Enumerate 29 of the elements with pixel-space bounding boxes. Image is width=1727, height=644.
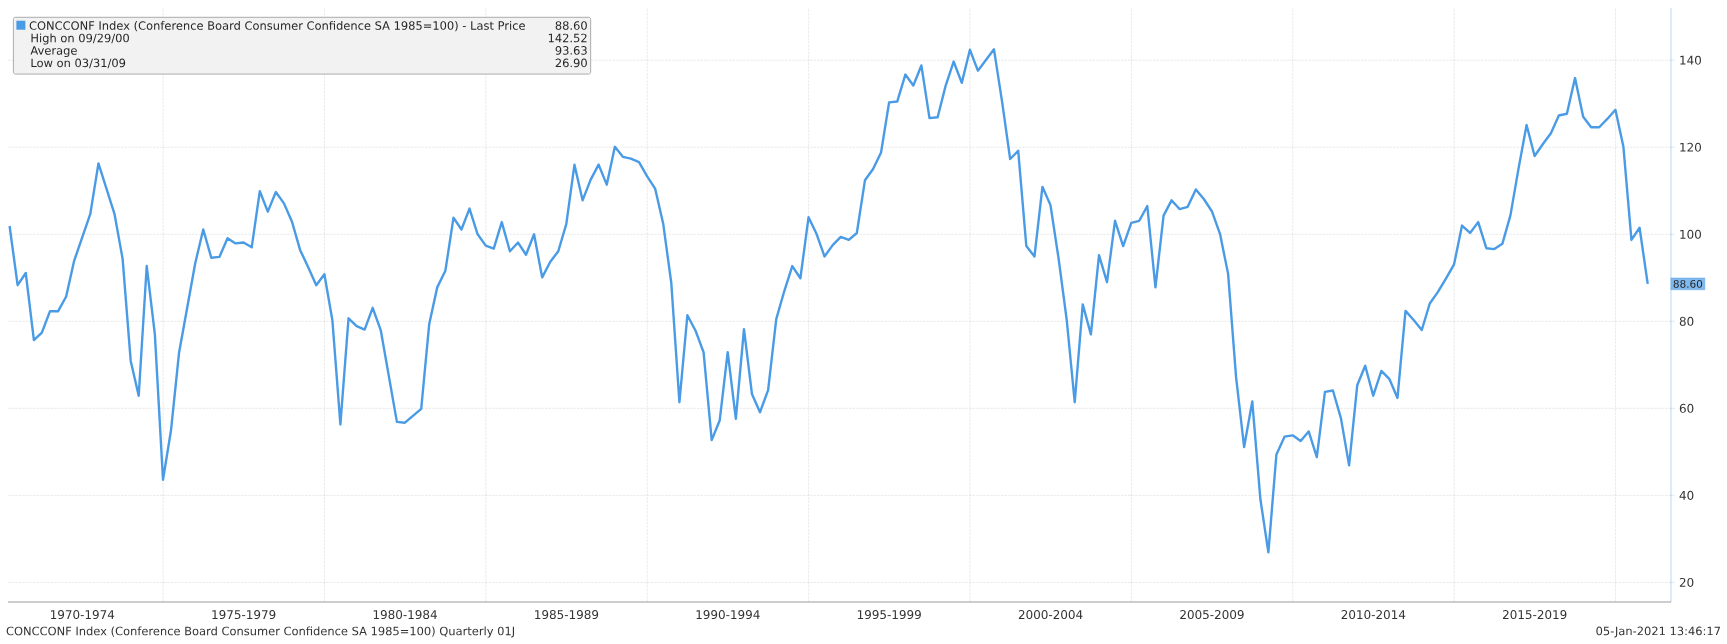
y-tick-label: 120 (1680, 142, 1701, 152)
x-tick-label: 2015-2019 (1503, 610, 1567, 620)
x-tick-label: 1985-1989 (535, 610, 599, 620)
annotation: 26.90 (555, 58, 587, 68)
x-tick-label: 1970-1974 (51, 610, 115, 620)
y-tick-label: 60 (1679, 403, 1694, 413)
y-tick-label: 40 (1679, 490, 1694, 500)
x-tick-label: 1975-1979 (212, 610, 276, 620)
annotation: High on 09/29/00 (31, 33, 129, 45)
y-tick-label: 80 (1679, 316, 1694, 326)
annotation: 93.63 (555, 46, 587, 55)
annotation: Low on 03/31/09 (31, 58, 126, 69)
annotation: Average (30, 46, 77, 57)
annotation: 88.60 (1673, 279, 1703, 288)
annotation: 88.60 (555, 21, 587, 30)
legend-label: CONCCONF Index (Conference Board Consumer Confidence SA 1985=100) - Last Price (29, 21, 525, 32)
x-tick-label: 2005-2009 (1180, 610, 1244, 620)
y-tick-label: 140 (1680, 55, 1701, 65)
text: CONCCONF Index (Conference Board Consumer Confidence SA 1985=100) Quarterly 01J (6, 626, 514, 638)
line-series (8, 48, 1649, 554)
x-tick-label: 2000-2004 (1018, 610, 1083, 620)
y-tick-label: 100 (1680, 229, 1701, 239)
annotation: 142.52 (548, 33, 587, 43)
x-tick-label: 1980-1984 (373, 610, 437, 620)
y-tick-label: 20 (1679, 577, 1694, 587)
x-tick-label: 1995-1999 (857, 610, 921, 620)
x-tick-label: 2010-2014 (1341, 610, 1406, 620)
x-tick-label: 1990-1994 (696, 610, 760, 620)
text: 05-Jan-2021 13:46:17 (1596, 626, 1720, 638)
